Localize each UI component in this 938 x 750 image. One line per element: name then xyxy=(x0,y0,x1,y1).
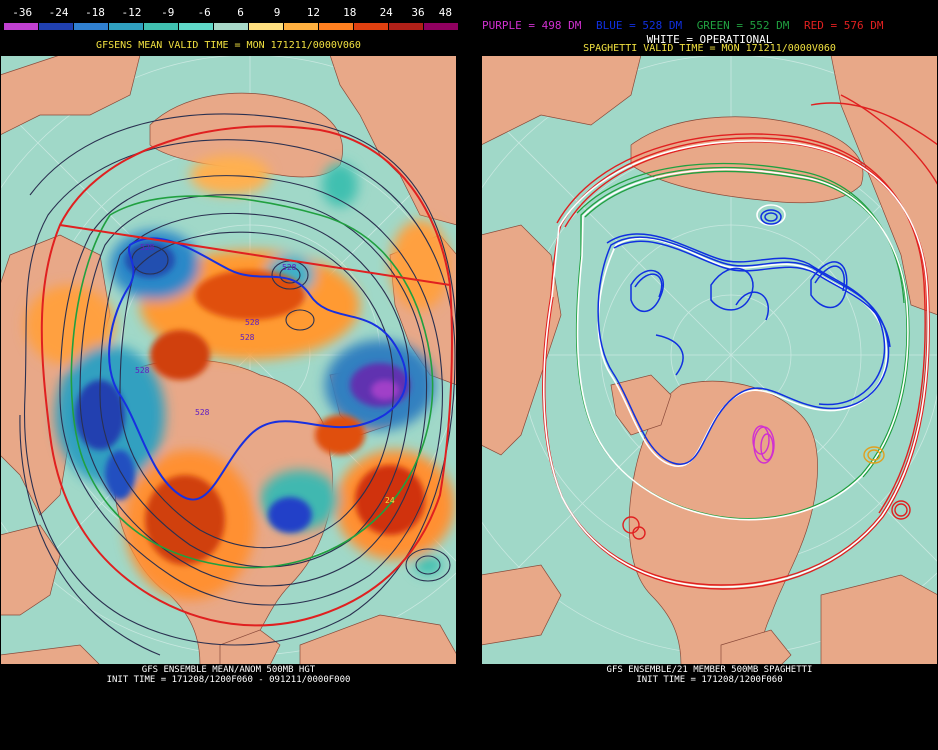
legend-blue: BLUE = 528 DM xyxy=(595,19,683,32)
spaghetti-528 xyxy=(597,209,891,466)
left-valid-title: GFSENS MEAN VALID TIME = MON 171211/0000… xyxy=(96,40,361,51)
operational-run-lines xyxy=(543,140,929,588)
scale-label: 6 xyxy=(237,6,244,19)
spaghetti-498 xyxy=(752,425,775,464)
contour-528-line xyxy=(108,237,407,501)
left-footer-title: GFS ENSEMBLE MEAN/ANOM 500MB HGT xyxy=(141,665,316,675)
scale-label: -36 xyxy=(12,6,33,19)
contour-label: 528 xyxy=(240,333,255,342)
scale-label: 12 xyxy=(306,6,321,19)
left-footer: GFS ENSEMBLE MEAN/ANOM 500MB HGT INIT TI… xyxy=(0,665,457,685)
scale-label: -18 xyxy=(85,6,105,19)
scale-label: 24 xyxy=(379,6,393,19)
color-scale: -36 -24 -18 -12 -9 -6 6 9 12 18 24 36 48 xyxy=(4,6,459,30)
right-footer-title: GFS ENSEMBLE/21 MEMBER 500MB SPAGHETTI xyxy=(606,665,813,675)
scale-swatch xyxy=(39,23,74,30)
legend-purple: PURPLE = 498 DM xyxy=(482,19,582,32)
contour-label: 528 xyxy=(282,263,297,272)
contour-label: 528 xyxy=(140,243,155,252)
purple-anomaly-core xyxy=(371,380,399,400)
scale-label: -24 xyxy=(48,6,69,19)
contour-labels: 528 528 528 528 528 528 xyxy=(135,243,297,417)
contour-label: 528 xyxy=(135,366,150,375)
spaghetti-legend: PURPLE = 498 DM BLUE = 528 DM GREEN = 55… xyxy=(482,19,892,32)
scale-swatch xyxy=(179,23,214,30)
scale-label: 18 xyxy=(343,6,357,19)
height-contours xyxy=(19,113,457,656)
scale-label: -6 xyxy=(197,6,211,19)
right-valid-title: SPAGHETTI VALID TIME = MON 171211/0000V0… xyxy=(583,43,836,54)
scale-label: 48 xyxy=(438,6,452,19)
scale-label: -9 xyxy=(161,6,175,19)
scale-swatch xyxy=(354,23,389,30)
spaghetti-small-loop xyxy=(863,446,885,464)
contour-576-line xyxy=(40,125,453,627)
contour-label: 528 xyxy=(245,318,260,327)
scale-labels: -36 -24 -18 -12 -9 -6 6 9 12 18 24 36 48 xyxy=(4,6,459,20)
scale-swatch xyxy=(284,23,319,30)
scale-swatch xyxy=(319,23,354,30)
left-footer-init: INIT TIME = 171208/1200F060 - 091211/000… xyxy=(106,675,351,685)
scale-label: 36 xyxy=(411,6,425,19)
contour-552-line xyxy=(70,195,434,569)
panel-border xyxy=(0,55,457,665)
scale-label: -12 xyxy=(121,6,142,19)
scale-label: 9 xyxy=(273,6,281,19)
ensemble-mean-map[interactable]: 528 528 528 528 528 528 24 xyxy=(0,55,457,665)
scale-swatch xyxy=(214,23,249,30)
legend-red: RED = 576 DM xyxy=(804,19,884,32)
scale-swatch xyxy=(424,23,459,30)
white-operational-label: WHITE = OPERATIONAL xyxy=(646,33,773,46)
legend-green: GREEN = 552 DM xyxy=(696,19,790,32)
land-masses xyxy=(481,55,938,665)
right-footer-init: INIT TIME = 171208/1200F060 xyxy=(636,675,783,685)
contour-label: 528 xyxy=(195,408,210,417)
spaghetti-map[interactable] xyxy=(481,55,938,665)
right-footer: GFS ENSEMBLE/21 MEMBER 500MB SPAGHETTI I… xyxy=(481,665,938,685)
scale-swatch xyxy=(74,23,109,30)
scale-bar xyxy=(4,23,459,30)
scale-swatch xyxy=(389,23,424,30)
scale-swatch xyxy=(4,23,39,30)
scale-swatch xyxy=(144,23,179,30)
scale-swatch xyxy=(249,23,284,30)
scale-swatch xyxy=(109,23,144,30)
anomaly-label: 24 xyxy=(385,496,395,505)
